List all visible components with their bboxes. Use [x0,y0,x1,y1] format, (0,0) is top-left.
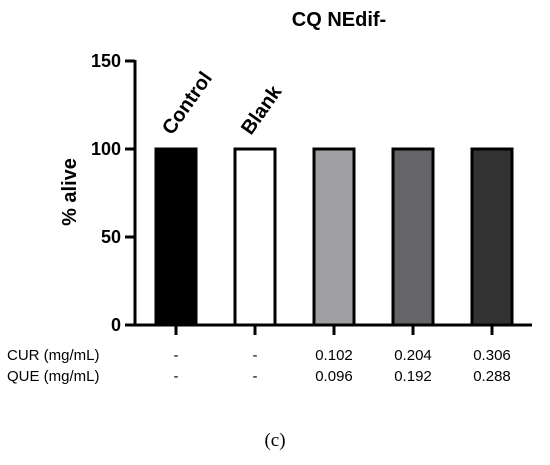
bar [154,147,198,327]
y-axis-label: % alive [59,158,81,226]
panel-label: (c) [264,430,285,451]
y-tick-label: 100 [91,139,121,159]
table-cell: - [174,347,179,364]
table-row-label: QUE (mg/mL) [7,368,100,385]
table-cell: 0.288 [473,368,511,385]
bar-labels: Control Blank [158,68,287,139]
table-cell: 0.102 [315,347,353,364]
table-cell: 0.306 [473,347,511,364]
table-cell: 0.204 [394,347,432,364]
bar [312,147,356,327]
chart-title: CQ NEdif- [292,9,386,31]
bar [233,147,277,327]
table-cell: - [253,347,258,364]
bar [391,147,435,327]
table-row-label: CUR (mg/mL) [7,347,100,364]
dose-table: CUR (mg/mL) - - 0.102 0.204 0.306 QUE (mg/mL) -… [7,347,511,385]
y-tick-label: 50 [101,227,121,247]
table-cell: - [174,368,179,385]
table-cell: 0.192 [394,368,432,385]
y-tick-label: 0 [111,315,121,335]
x-axis-ticks [174,325,494,335]
bars [154,147,514,327]
bar-label: Control [158,68,217,139]
y-tick-label: 150 [91,51,121,71]
bar-label: Blank [237,81,287,139]
table-cell: 0.096 [315,368,353,385]
y-axis-ticks: 0 50 100 150 [91,51,135,335]
bar [470,147,514,327]
table-cell: - [253,368,258,385]
